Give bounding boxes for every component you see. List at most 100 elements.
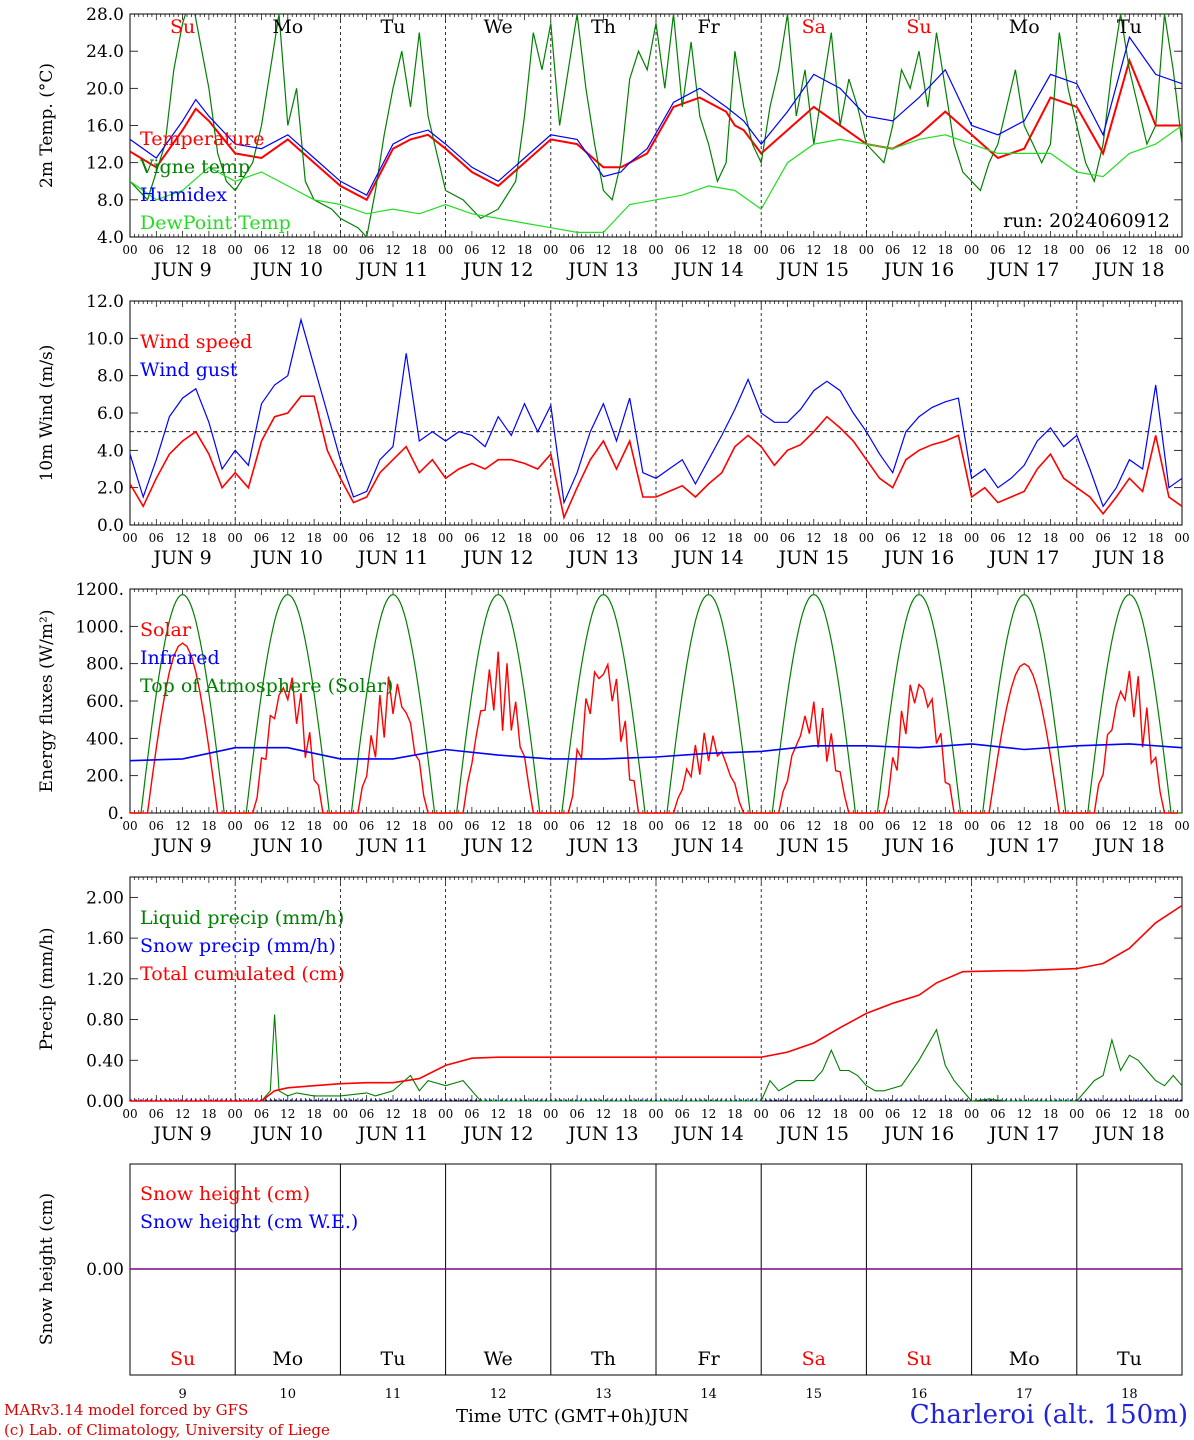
hour-tick-label: 06 — [675, 531, 690, 545]
day-label: JUN 9 — [151, 835, 211, 857]
weekday-label: Mo — [272, 16, 303, 38]
hour-tick-label: 18 — [938, 531, 953, 545]
legend-entry: DewPoint Temp — [140, 212, 291, 234]
y-tick-label: 4.0 — [97, 228, 124, 248]
hour-tick-label: 12 — [596, 243, 611, 257]
weekday-label: Fr — [697, 16, 720, 38]
hour-tick-label: 06 — [885, 243, 900, 257]
hour-tick-label: 00 — [122, 531, 137, 545]
hour-tick-label: 00 — [964, 531, 979, 545]
y-axis-label: Energy fluxes (W/m²) — [37, 610, 57, 793]
series-line-vigne-temp — [130, 14, 1182, 237]
day-label: JUN 12 — [461, 259, 533, 281]
hour-tick-label: 12 — [911, 1107, 926, 1121]
y-tick-label: 0.00 — [86, 1260, 124, 1280]
credit-line: (c) Lab. of Climatology, University of L… — [4, 1421, 330, 1439]
hour-tick-label: 18 — [1043, 819, 1058, 833]
weekday-label: Mo — [1009, 16, 1040, 38]
day-label: JUN 18 — [1092, 835, 1164, 857]
station-label: Charleroi (alt. 150m) — [909, 1400, 1188, 1430]
hour-tick-label: 18 — [1148, 819, 1163, 833]
weekday-label: Tu — [1117, 16, 1142, 38]
hour-tick-label: 12 — [491, 1107, 506, 1121]
hour-tick-label: 18 — [201, 819, 216, 833]
day-label: JUN 15 — [777, 259, 849, 281]
day-number-label: 9 — [178, 1387, 186, 1402]
day-label: JUN 13 — [566, 259, 638, 281]
day-label: JUN 12 — [461, 1123, 533, 1145]
day-label: JUN 18 — [1092, 259, 1164, 281]
weekday-label: Su — [906, 1348, 931, 1370]
hour-tick-label: 18 — [412, 1107, 427, 1121]
day-label: JUN 13 — [566, 547, 638, 569]
hour-tick-label: 00 — [1069, 819, 1084, 833]
hour-tick-label: 06 — [675, 819, 690, 833]
legend-entry: Solar — [140, 619, 192, 641]
day-label: JUN 12 — [461, 547, 533, 569]
hour-tick-label: 06 — [464, 819, 479, 833]
y-axis-label: 2m Temp. (°C) — [37, 63, 57, 188]
hour-tick-label: 00 — [333, 531, 348, 545]
time-axis-text: Time UTC (GMT+0h) — [456, 1406, 651, 1427]
hour-tick-label: 18 — [622, 1107, 637, 1121]
legend-entry: Wind gust — [140, 359, 238, 381]
day-label: JUN 14 — [671, 547, 743, 569]
hour-tick-label: 06 — [464, 531, 479, 545]
hour-tick-label: 18 — [938, 1107, 953, 1121]
hour-tick-label: 12 — [911, 531, 926, 545]
hour-tick-label: 18 — [306, 1107, 321, 1121]
time-axis-label: Time UTC (GMT+0h)JUN — [456, 1406, 689, 1427]
day-label: JUN 14 — [671, 835, 743, 857]
hour-tick-label: 12 — [280, 819, 295, 833]
y-tick-label: 10.0 — [86, 329, 124, 349]
day-label: JUN 17 — [987, 835, 1059, 857]
day-number-label: 16 — [911, 1387, 928, 1402]
hour-tick-label: 06 — [359, 243, 374, 257]
hour-tick-label: 06 — [990, 531, 1005, 545]
hour-tick-label: 00 — [648, 1107, 663, 1121]
legend-entry: Vigne temp — [139, 156, 250, 178]
hour-tick-label: 00 — [228, 819, 243, 833]
hour-tick-label: 00 — [228, 243, 243, 257]
hour-tick-label: 12 — [911, 819, 926, 833]
weekday-label: Su — [170, 16, 195, 38]
hour-tick-label: 12 — [596, 1107, 611, 1121]
hour-tick-label: 06 — [1095, 243, 1110, 257]
day-number-label: 13 — [595, 1387, 612, 1402]
hour-tick-label: 12 — [1017, 243, 1032, 257]
day-label: JUN 16 — [882, 1123, 954, 1145]
y-tick-label: 200. — [86, 767, 124, 787]
hour-tick-label: 12 — [596, 819, 611, 833]
day-label: JUN 14 — [671, 259, 743, 281]
series-line-dewpoint-temp — [130, 125, 1182, 233]
hour-tick-label: 18 — [832, 531, 847, 545]
hour-tick-label: 18 — [832, 819, 847, 833]
hour-tick-label: 00 — [438, 243, 453, 257]
series-line-wind-speed — [129, 395, 1183, 521]
hour-tick-label: 06 — [254, 243, 269, 257]
hour-tick-label: 06 — [675, 1107, 690, 1121]
series-line-wind-gust — [129, 317, 1183, 508]
y-tick-label: 8.0 — [97, 367, 124, 387]
hour-tick-label: 06 — [149, 243, 164, 257]
hour-tick-label: 06 — [1095, 819, 1110, 833]
day-label: JUN 15 — [777, 1123, 849, 1145]
hour-tick-label: 00 — [754, 243, 769, 257]
hour-tick-label: 06 — [780, 243, 795, 257]
day-label: JUN 9 — [151, 547, 211, 569]
hour-tick-label: 06 — [569, 819, 584, 833]
day-number-label: 12 — [490, 1387, 507, 1402]
hour-tick-label: 00 — [543, 243, 558, 257]
hour-tick-label: 00 — [859, 819, 874, 833]
hour-tick-label: 06 — [359, 819, 374, 833]
hour-tick-label: 06 — [780, 531, 795, 545]
hour-tick-label: 00 — [648, 531, 663, 545]
hour-tick-label: 00 — [859, 1107, 874, 1121]
day-label: JUN 15 — [777, 547, 849, 569]
hour-tick-label: 18 — [1043, 531, 1058, 545]
hour-tick-label: 00 — [754, 531, 769, 545]
hour-tick-label: 00 — [648, 819, 663, 833]
y-tick-label: 0.0 — [97, 516, 124, 536]
hour-tick-label: 18 — [1148, 531, 1163, 545]
hour-tick-label: 00 — [333, 819, 348, 833]
